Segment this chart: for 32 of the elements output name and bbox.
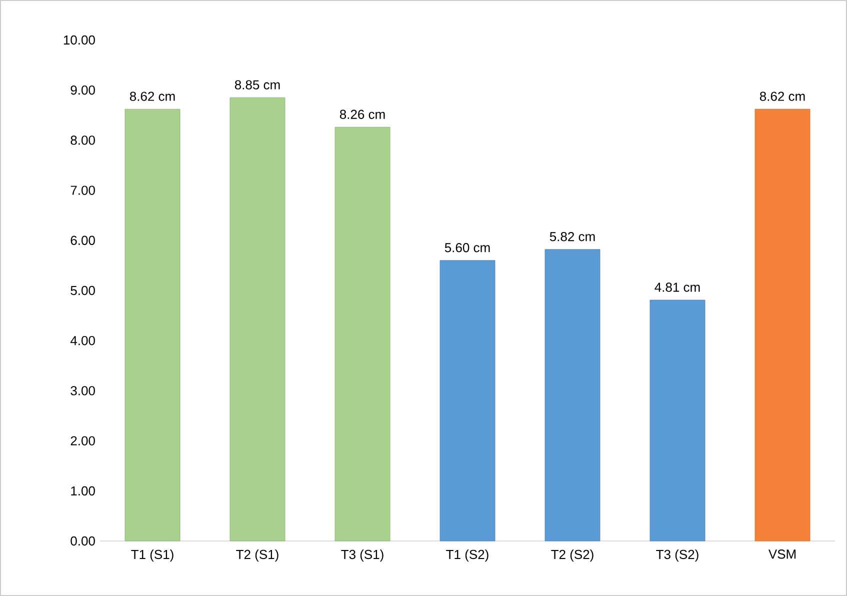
- y-tick-label: 9.00: [70, 85, 95, 95]
- x-tick-label: VSM: [768, 550, 796, 559]
- data-label: 8.26 cm: [340, 110, 385, 119]
- bar: [440, 260, 496, 542]
- x-tick-label: T1 (S1): [131, 550, 174, 562]
- x-tick-label: T2 (S2): [551, 550, 594, 562]
- y-tick-label: 6.00: [70, 236, 95, 245]
- x-tick-label: T1 (S2): [446, 550, 488, 562]
- x-tick-label: T2 (S1): [236, 550, 278, 562]
- x-tick-label: T3 (S2): [656, 550, 698, 562]
- bar: [650, 300, 706, 542]
- data-label: 8.85 cm: [234, 80, 280, 90]
- data-label: 5.60 cm: [444, 243, 490, 252]
- data-label: 8.62 cm: [130, 92, 175, 101]
- x-tick-label: T3 (S1): [341, 550, 384, 562]
- y-tick-label: 0.00: [70, 536, 95, 546]
- y-tick-label: 10.00: [64, 35, 95, 45]
- bar: [334, 126, 390, 542]
- bar: [230, 97, 286, 542]
- y-tick-label: 7.00: [70, 186, 95, 195]
- y-tick-label: 8.00: [70, 136, 95, 145]
- y-tick-label: 3.00: [70, 386, 95, 396]
- bar: [124, 108, 180, 542]
- bar: [754, 108, 810, 542]
- y-tick-label: 5.00: [70, 286, 95, 296]
- y-tick-label: 2.00: [70, 436, 95, 446]
- bar: [544, 249, 600, 542]
- data-label: 4.81 cm: [654, 282, 700, 292]
- data-label: 8.62 cm: [760, 92, 805, 101]
- data-label: 5.82 cm: [550, 232, 595, 242]
- y-tick-label: 4.00: [70, 336, 95, 346]
- y-tick-label: 1.00: [71, 486, 95, 496]
